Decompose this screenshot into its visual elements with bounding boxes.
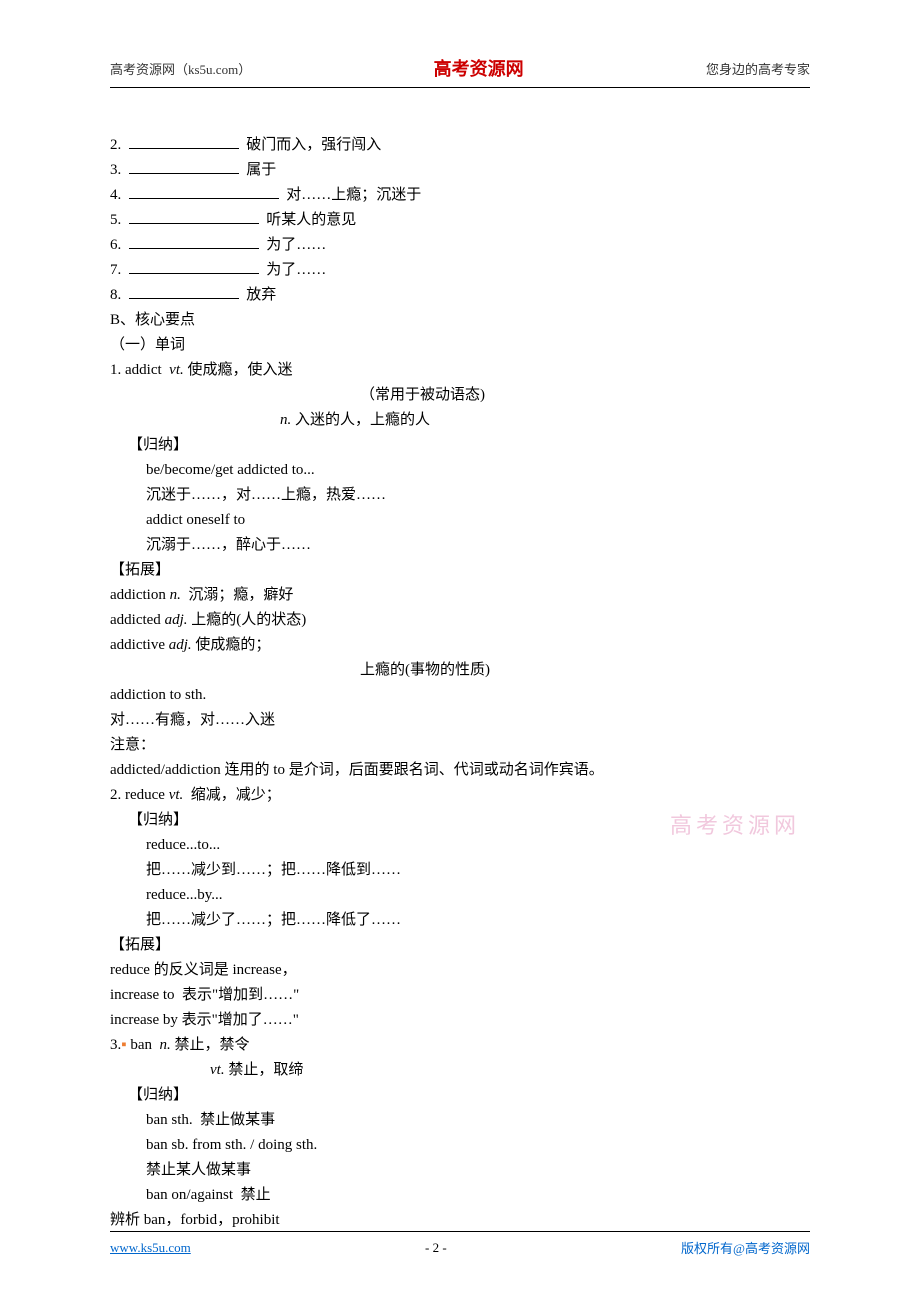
tuozhan-line: addiction to sth. [110,683,810,708]
footer-url: www.ks5u.com [110,1240,191,1256]
header-center-title: 高考资源网 [434,55,524,81]
fill-blank-item: 3. 属于 [110,158,810,183]
guina-line: ban sb. from sth. / doing sth. [110,1133,810,1158]
guina-line: 把……减少了……；把……降低了…… [110,908,810,933]
fill-blank-item: 4. 对……上瘾；沉迷于 [110,183,810,208]
page-header: 高考资源网（ks5u.com） 高考资源网 您身边的高考专家 [110,55,810,87]
page-footer: www.ks5u.com - 2 - 版权所有@高考资源网 [110,1231,810,1257]
vocab-note: （常用于被动语态) [110,383,810,408]
watermark: 高考资源网 [670,813,800,838]
section-b-title: B、核心要点 [110,308,810,333]
footer-page-number: - 2 - [425,1240,447,1256]
fill-blank-item: 7. 为了…… [110,258,810,283]
tuozhan-line: addiction n. 沉溺；瘾，癖好 [110,583,810,608]
vocab-item-addict: 1. addict vt. 使成瘾，使入迷 [110,358,810,383]
blank [129,160,239,174]
guina-line: ban sth. 禁止做某事 [110,1108,810,1133]
blank [129,185,279,199]
tuozhan-line: addictive adj. 使成瘾的； [110,633,810,658]
tuozhan-line: increase to 表示"增加到……" [110,983,810,1008]
tuozhan-line: 上瘾的(事物的性质) [110,658,810,683]
blank [129,210,259,224]
note-text: addicted/addiction 连用的 to 是介词，后面要跟名词、代词或… [110,758,810,783]
blank [129,235,259,249]
fill-blank-item: 5. 听某人的意见 [110,208,810,233]
tuozhan-label: 【拓展】 [110,558,810,583]
note-label: 注意： [110,733,810,758]
guina-line: be/become/get addicted to... [110,458,810,483]
tuozhan-line: increase by 表示"增加了……" [110,1008,810,1033]
tuozhan-line: addicted adj. 上瘾的(人的状态) [110,608,810,633]
vocab-item-reduce: 2. reduce vt. 缩减，减少； [110,783,810,808]
bianxi-line: 辨析 ban，forbid，prohibit [110,1208,810,1233]
vocab-item-ban: 3.▪ ban n. 禁止，禁令 [110,1033,810,1058]
blank [129,285,239,299]
fill-blank-item: 8. 放弃 [110,283,810,308]
guina-line: addict oneself to [110,508,810,533]
guina-label: 【归纳】 [110,433,810,458]
document-body: 高考资源网 2. 破门而入，强行闯入 3. 属于 4. 对……上瘾；沉迷于 5.… [110,88,810,1233]
guina-line: 沉溺于……，醉心于…… [110,533,810,558]
header-left-text: 高考资源网（ks5u.com） [110,59,251,78]
blank [129,135,239,149]
guina-line: 沉迷于……，对……上瘾，热爱…… [110,483,810,508]
vocab-pos-noun: n. 入迷的人，上瘾的人 [110,408,810,433]
guina-line: reduce...by... [110,883,810,908]
guina-label: 【归纳】 [110,1083,810,1108]
fill-blank-item: 2. 破门而入，强行闯入 [110,133,810,158]
section-b-subtitle: （一）单词 [110,333,810,358]
blank [129,260,259,274]
tuozhan-line: reduce 的反义词是 increase， [110,958,810,983]
tuozhan-label: 【拓展】 [110,933,810,958]
footer-copyright: 版权所有@高考资源网 [681,1238,810,1257]
guina-line: ban on/against 禁止 [110,1183,810,1208]
vocab-pos-vt: vt. 禁止，取缔 [110,1058,810,1083]
tuozhan-line: 对……有瘾，对……入迷 [110,708,810,733]
header-right-text: 您身边的高考专家 [706,59,810,78]
guina-line: 禁止某人做某事 [110,1158,810,1183]
footer-rule [110,1231,810,1232]
fill-blank-item: 6. 为了…… [110,233,810,258]
fill-blanks-section: 2. 破门而入，强行闯入 3. 属于 4. 对……上瘾；沉迷于 5. 听某人的意… [110,133,810,308]
guina-line: 把……减少到……；把……降低到…… [110,858,810,883]
